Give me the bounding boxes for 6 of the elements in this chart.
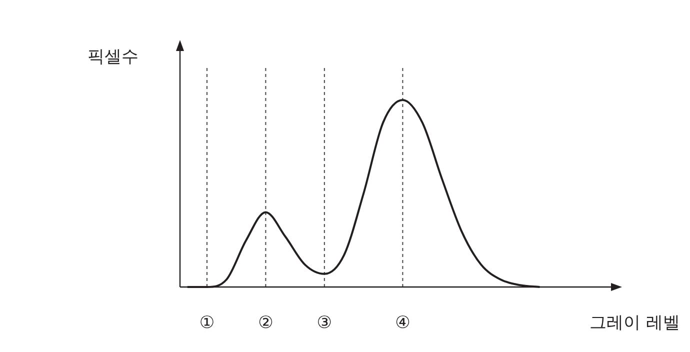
x-tick-label: ④ bbox=[395, 313, 410, 333]
x-tick-label: ③ bbox=[316, 313, 332, 333]
x-tick-label: ① bbox=[199, 313, 215, 333]
y-axis-title: 픽셀수 bbox=[88, 47, 138, 67]
x-axis-title: 그레이 레벨 bbox=[590, 313, 680, 333]
x-tick-label: ② bbox=[258, 313, 274, 333]
